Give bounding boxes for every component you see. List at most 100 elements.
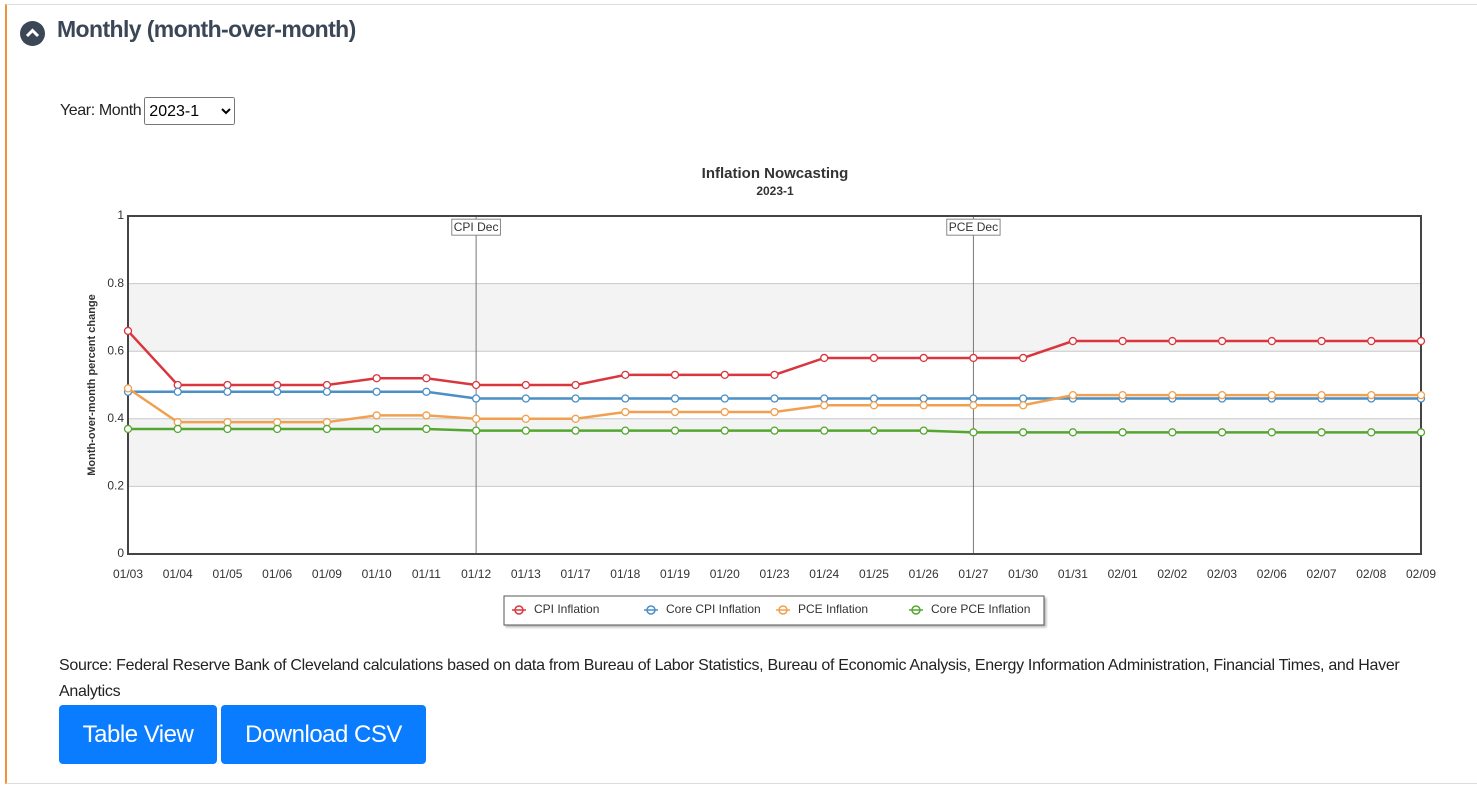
data-point <box>123 384 133 393</box>
data-point <box>621 394 630 403</box>
x-tick-label: 01/18 <box>610 567 640 581</box>
data-point <box>372 374 381 383</box>
data-point <box>919 426 928 435</box>
data-point <box>1217 336 1227 346</box>
data-point <box>223 380 232 390</box>
month-select[interactable]: 2023-1 <box>144 97 236 125</box>
data-point <box>571 414 580 423</box>
source-note: Source: Federal Reserve Bank of Clevelan… <box>59 657 1400 700</box>
data-point <box>273 387 282 396</box>
data-point <box>521 380 530 390</box>
data-point <box>123 424 133 434</box>
data-point <box>322 424 332 434</box>
data-point <box>1019 428 1028 437</box>
data-point <box>223 387 232 396</box>
data-point <box>322 387 332 396</box>
data-point <box>621 370 630 380</box>
collapse-toggle[interactable] <box>20 21 45 46</box>
x-tick-label: 01/12 <box>461 567 491 581</box>
data-point <box>1416 428 1426 437</box>
data-point <box>621 407 630 417</box>
data-point <box>422 411 431 420</box>
annotation-box <box>946 218 1001 236</box>
legend-box <box>503 595 1045 626</box>
data-point <box>322 418 332 427</box>
annotation-label: CPI Dec <box>454 220 499 234</box>
x-tick-label: 02/01 <box>1108 567 1138 581</box>
chart: Inflation Nowcasting 2023-1 Month-over-mon… <box>86 165 1436 626</box>
data-point <box>670 407 680 417</box>
data-point <box>770 370 779 380</box>
data-point <box>969 401 978 410</box>
data-point <box>720 426 729 435</box>
y-tick-label: 0.8 <box>107 276 124 290</box>
data-point <box>869 353 879 363</box>
data-point <box>521 426 530 435</box>
data-point <box>223 424 232 434</box>
x-tick-label: 01/25 <box>859 567 889 581</box>
x-tick-label: 02/08 <box>1356 567 1386 581</box>
data-point <box>770 426 779 435</box>
x-tick-label: 01/30 <box>1008 567 1038 581</box>
data-point <box>173 380 182 390</box>
data-point <box>1168 390 1177 400</box>
data-point <box>1019 401 1028 410</box>
x-tick-label: 01/13 <box>511 567 541 581</box>
x-tick-label: 01/10 <box>362 567 392 581</box>
data-point <box>670 426 680 435</box>
data-point <box>471 414 481 423</box>
data-point <box>1267 428 1276 437</box>
data-point <box>1118 336 1127 346</box>
data-point <box>521 394 530 403</box>
data-point <box>1068 390 1078 400</box>
data-point <box>571 426 580 435</box>
data-point <box>670 370 680 380</box>
annotation-box <box>451 218 501 236</box>
data-point <box>1416 390 1426 400</box>
data-point <box>621 426 630 435</box>
data-point <box>1217 390 1227 400</box>
section-title: Monthly (month-over-month) <box>57 16 356 42</box>
legend-label: CPI Inflation <box>534 602 599 616</box>
chart-subtitle: 2023-1 <box>756 184 794 198</box>
data-point <box>372 424 381 434</box>
data-point <box>273 380 282 390</box>
y-tick-label: 0.2 <box>107 479 124 493</box>
x-tick-label: 02/03 <box>1207 567 1237 581</box>
x-tick-label: 02/02 <box>1157 567 1187 581</box>
x-tick-label: 01/09 <box>312 567 342 581</box>
table-view-button[interactable]: Table View <box>59 705 217 764</box>
data-point <box>969 353 978 363</box>
data-point <box>1068 336 1078 346</box>
data-point <box>820 401 829 410</box>
annotation: CPI Dec <box>451 218 501 236</box>
data-point <box>720 370 729 380</box>
download-csv-button[interactable]: Download CSV <box>221 705 426 764</box>
x-tick-label: 01/04 <box>163 567 193 581</box>
data-point <box>173 418 182 427</box>
data-point <box>919 401 928 410</box>
y-axis-label: Month-over-month percent change <box>86 294 98 476</box>
x-tick-label: 01/26 <box>909 567 939 581</box>
data-point <box>1317 336 1326 346</box>
x-tick-label: 02/06 <box>1257 567 1287 581</box>
data-point <box>1168 336 1177 346</box>
x-tick-label: 01/20 <box>710 567 740 581</box>
data-point <box>223 418 232 427</box>
data-point <box>820 353 829 363</box>
data-point <box>1217 428 1227 437</box>
data-point <box>919 353 928 363</box>
data-point <box>1367 428 1376 437</box>
data-point <box>1317 390 1326 400</box>
chart-title: Inflation Nowcasting <box>702 165 849 182</box>
data-point <box>471 426 481 435</box>
data-point <box>1267 390 1276 400</box>
data-point <box>471 380 481 390</box>
data-point <box>1367 336 1376 346</box>
x-tick-label: 01/23 <box>759 567 789 581</box>
data-point <box>1317 428 1326 437</box>
data-point <box>1019 353 1028 363</box>
y-tick-label: 0.4 <box>107 411 124 425</box>
data-point <box>770 394 779 403</box>
